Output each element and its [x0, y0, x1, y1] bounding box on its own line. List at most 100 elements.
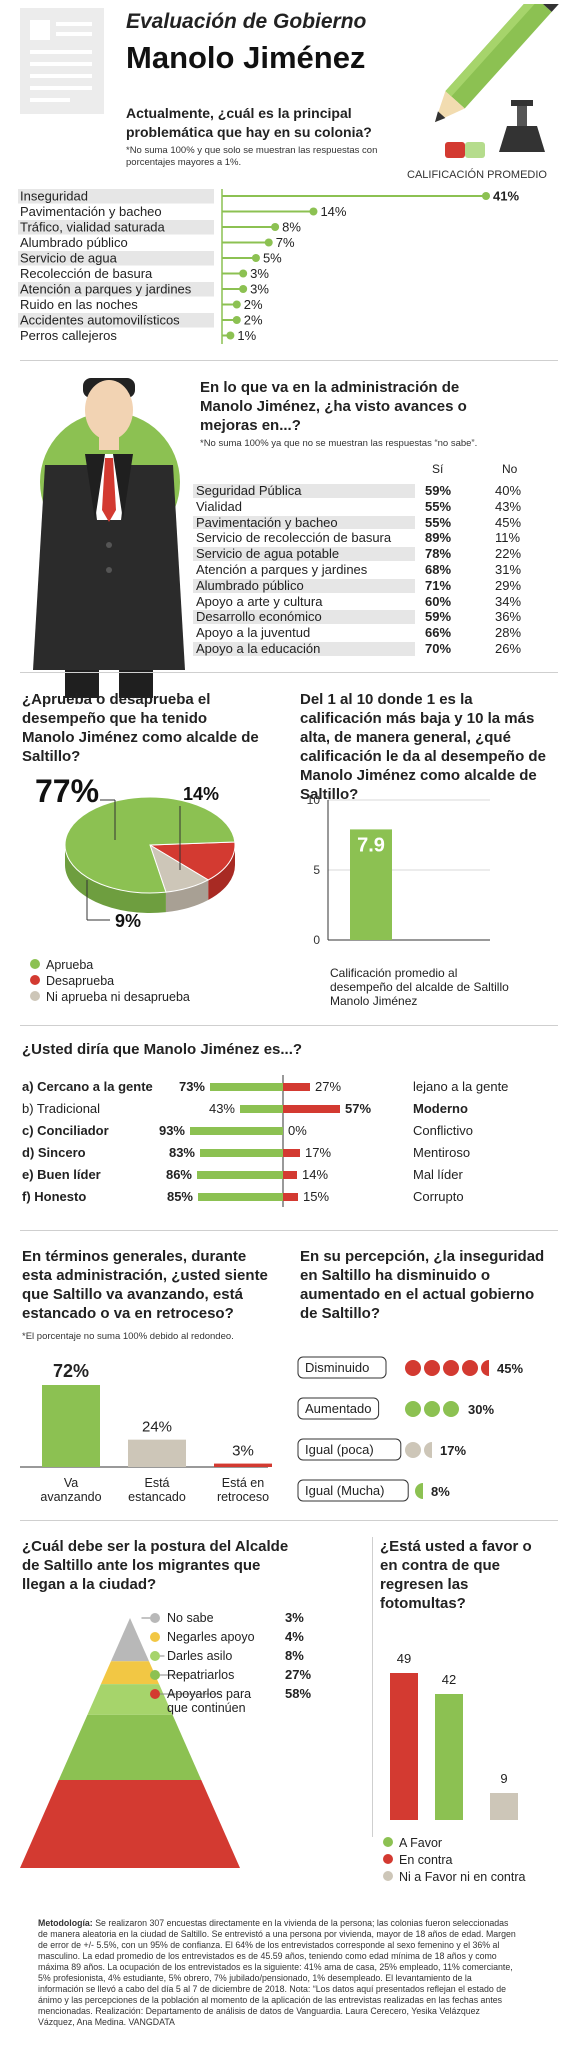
migrants-layer [20, 1780, 240, 1868]
traits-left-label: a) Cercano a la gente [22, 1079, 153, 1094]
advances-row-yes: 59% [425, 609, 452, 625]
problems-value-label: 7% [276, 235, 295, 250]
advances-row-yes: 89% [425, 530, 452, 546]
traits-right-label: lejano a la gente [413, 1079, 508, 1094]
problems-bar-dot [271, 223, 280, 231]
fines-legend-label: A Favor [399, 1836, 443, 1850]
approval-value-label: 9% [115, 911, 141, 931]
traits-left-bar [210, 1083, 283, 1091]
traits-right-bar [283, 1193, 298, 1201]
traits-right-value: 14% [302, 1167, 328, 1182]
advances-row-yes: 68% [425, 561, 452, 577]
migrants-category-label: Darles asilo [167, 1649, 232, 1663]
migrants-marker [150, 1689, 160, 1699]
advances-row: Apoyo a la juventud 66% 28% [193, 625, 553, 641]
problems-question: Actualmente, ¿cuál es la principal probl… [126, 105, 372, 140]
traits-left-bar [198, 1193, 283, 1201]
insecurity-dot [405, 1360, 421, 1376]
problems-value-label: 3% [250, 266, 269, 281]
advances-col-yes: Sí [432, 462, 444, 476]
insecurity-dot [462, 1360, 478, 1376]
legend-dot-icon [30, 991, 40, 1001]
traits-left-value: 86% [166, 1167, 192, 1182]
traits-right-label: Conflictivo [413, 1123, 473, 1138]
problems-bar-dot [239, 285, 248, 293]
advances-row-yes: 60% [425, 593, 452, 609]
approval-legend-label: Ni aprueba ni desaprueba [46, 990, 190, 1004]
migrants-value-label: 58% [285, 1686, 311, 1701]
traits-right-label: Mal líder [413, 1167, 464, 1182]
problems-category-label: Accidentes automovilísticos [20, 313, 180, 328]
advances-row: Desarrollo económico 59% 36% [193, 609, 553, 625]
direction-category-label: avanzando [40, 1490, 101, 1504]
advances-row-bg [193, 484, 415, 498]
migrants-layer [110, 1618, 150, 1662]
pencil-icon [445, 4, 552, 109]
advances-row-label: Pavimentación y bacheo [196, 514, 338, 530]
problems-bar-dot [232, 316, 241, 324]
approval-slice [64, 796, 236, 894]
score-label: CALIFICACIÓN PROMEDIO [407, 169, 547, 181]
traits-right-label: Mentiroso [413, 1145, 470, 1160]
advances-row-label: Atención a parques y jardines [196, 561, 368, 577]
advances-row: Alumbrado público 71% 29% [193, 578, 553, 594]
traits-left-label: f) Honesto [22, 1189, 86, 1204]
traits-left-bar [200, 1149, 283, 1157]
direction-bar [214, 1463, 272, 1467]
direction-category-label: estancado [128, 1490, 186, 1504]
mayor-illustration [33, 378, 185, 698]
score-tick-label: 5 [313, 863, 320, 877]
direction-value-label: 72% [53, 1361, 89, 1381]
insecurity-dot [405, 1442, 421, 1458]
fines-chart: 42 49 9 [390, 1651, 518, 1820]
fines-bar [390, 1673, 418, 1820]
problems-row-bg [18, 220, 214, 235]
problems-value-label: 2% [244, 313, 263, 328]
problems-value-label: 1% [237, 328, 256, 343]
legend-dot-icon [30, 959, 40, 969]
advances-row-label: Apoyo a arte y cultura [196, 593, 323, 609]
advances-row-no: 11% [495, 530, 521, 546]
traits-left-value: 43% [209, 1101, 235, 1116]
problems-category-label: Alumbrado público [20, 235, 128, 250]
advances-col-no: No [502, 462, 518, 476]
page-title: Manolo Jiménez [126, 40, 366, 75]
advances-row-label: Apoyo a la educación [196, 640, 321, 656]
insecurity-dot-partial [424, 1442, 432, 1458]
migrants-question: ¿Cuál debe ser la postura del Alcalde de… [22, 1538, 289, 1593]
advances-row: Apoyo a arte y cultura 60% 34% [193, 594, 553, 610]
advances-row-yes: 55% [425, 514, 452, 530]
advances-row-label: Desarrollo económico [196, 609, 322, 625]
problems-value-label: 14% [320, 204, 346, 219]
advances-row: Seguridad Pública 59% 40% [193, 483, 553, 499]
insecurity-category-box [297, 1397, 380, 1420]
advances-table: Seguridad Pública 59% 40% Vialidad 55% 43% Pav… [193, 483, 553, 657]
methodology-title: Metodología: [38, 1918, 93, 1928]
problems-row-bg [18, 282, 214, 297]
insecurity-category-label: Disminuido [305, 1360, 369, 1375]
advances-row-yes: 55% [425, 498, 452, 514]
migrants-value-label: 27% [285, 1667, 311, 1682]
traits-left-label: d) Sincero [22, 1145, 86, 1160]
fines-bar [435, 1694, 463, 1820]
migrants-layer [100, 1661, 160, 1685]
traits-left-value: 93% [159, 1123, 185, 1138]
problems-bar-dot [239, 269, 248, 278]
problems-category-label: Pavimentación y bacheo [20, 204, 162, 219]
insecurity-value-label: 45% [497, 1361, 523, 1376]
score-caption: Calificación promedio al desempeño del a… [330, 966, 509, 1008]
insecurity-value-label: 8% [431, 1484, 450, 1499]
problems-value-label: 2% [244, 297, 263, 312]
advances-row-yes: 66% [425, 625, 452, 641]
advances-row-no: 40% [495, 483, 522, 498]
problems-value-label: 8% [282, 220, 301, 235]
problems-value-label: 5% [263, 251, 282, 266]
score-question: Del 1 al 10 donde 1 es la calificación m… [300, 691, 546, 803]
eraser-icon [445, 142, 465, 158]
approval-legend-label: Desaprueba [46, 974, 115, 988]
migrants-category-label: que continúen [167, 1701, 246, 1715]
advances-row-bg [193, 610, 415, 625]
insecurity-dot-partial [415, 1483, 423, 1499]
traits-left-bar [190, 1127, 283, 1135]
